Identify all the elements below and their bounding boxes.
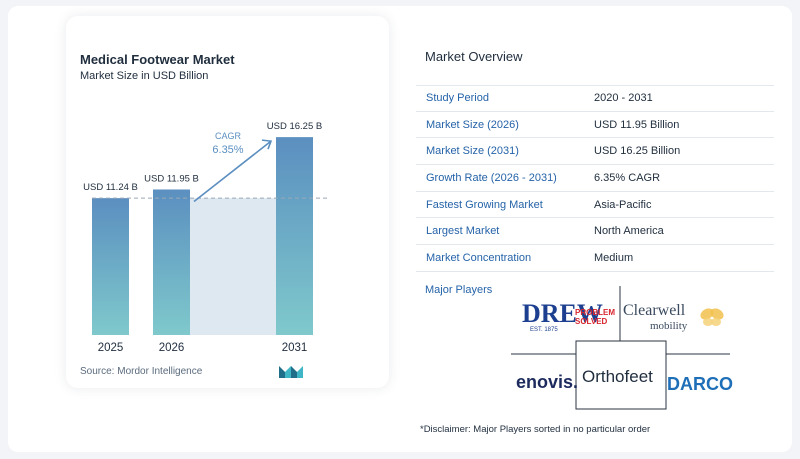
data-label-2025: USD 11.24 B [83, 182, 138, 193]
disclaimer-note: *Disclaimer: Major Players sorted in no … [420, 424, 651, 435]
overview-row: Growth Rate (2026 - 2031) 6.35% CAGR [416, 165, 774, 192]
cagr-value: 6.35% [212, 144, 243, 156]
drew-logo-est: EST. 1875 [530, 327, 558, 333]
overview-value: North America [594, 225, 664, 238]
drew-logo-tagline: PROBLEM [575, 308, 615, 317]
x-tick-2031: 2031 [282, 342, 308, 354]
orthofeet-logo-frame [575, 340, 667, 410]
overview-value: USD 11.95 Billion [594, 118, 680, 131]
data-label-2031: USD 16.25 B [267, 121, 322, 132]
overview-row: Market Size (2026) USD 11.95 Billion [416, 112, 774, 139]
darco-logo: DARCO [667, 374, 733, 394]
butterfly-icon [700, 308, 724, 326]
cagr-arrow [193, 140, 272, 203]
overview-value: Medium [594, 251, 634, 264]
cagr-arrow-head [261, 139, 273, 150]
overview-row: Fastest Growing Market Asia-Pacific [416, 192, 774, 219]
overview-label: Market Size (2026) [426, 118, 519, 131]
overview-value: Asia-Pacific [594, 198, 652, 211]
source-note: Source: Mordor Intelligence [80, 366, 203, 377]
overview-row: Market Size (2031) USD 16.25 Billion [416, 138, 774, 166]
overview-value: USD 16.25 Billion [594, 145, 681, 158]
chart-subtitle: Market Size in USD Billion [80, 70, 209, 82]
overview-title: Market Overview [425, 49, 523, 64]
overview-label: Growth Rate (2026 - 2031) [426, 171, 557, 184]
x-tick-2026: 2026 [159, 342, 185, 354]
base-level-band [190, 198, 276, 335]
overview-label: Largest Market [426, 225, 500, 238]
cagr-label: CAGR [215, 131, 242, 141]
overview-table: Study Period 2020 - 2031 Market Size (20… [416, 85, 774, 272]
bar-2026 [153, 189, 190, 335]
clearwell-logo: Clearwell mobility [623, 302, 724, 332]
overview-row: Largest Market North America [416, 218, 774, 246]
data-label-2026: USD 11.95 B [144, 173, 199, 184]
drew-logo-tagline: SOLVED [575, 317, 608, 326]
bar-2025 [92, 198, 129, 335]
x-tick-2025: 2025 [98, 342, 124, 354]
overview-value: 2020 - 2031 [594, 92, 653, 105]
clearwell-logo-text: Clearwell [623, 302, 686, 319]
chart-title: Medical Footwear Market [80, 52, 235, 67]
bar-2031 [276, 137, 313, 335]
drew-logo-text: DREW [522, 299, 603, 328]
overview-row: Study Period 2020 - 2031 [416, 85, 774, 112]
overview-label: Fastest Growing Market [426, 198, 543, 211]
major-players-label: Major Players [425, 284, 493, 296]
drew-logo: DREW EST. 1875 PROBLEM SOLVED [522, 299, 615, 333]
clearwell-logo-subtext: mobility [650, 320, 688, 332]
overview-label: Study Period [426, 92, 489, 105]
mordor-intelligence-logo-icon [279, 366, 303, 378]
overview-row: Market Concentration Medium [416, 245, 774, 272]
enovis-logo: enovis. [516, 372, 578, 392]
overview-value: 6.35% CAGR [594, 171, 661, 184]
overview-label: Market Concentration [426, 251, 532, 264]
orthofeet-logo: Orthofeet [582, 367, 653, 386]
overview-label: Market Size (2031) [426, 145, 519, 158]
